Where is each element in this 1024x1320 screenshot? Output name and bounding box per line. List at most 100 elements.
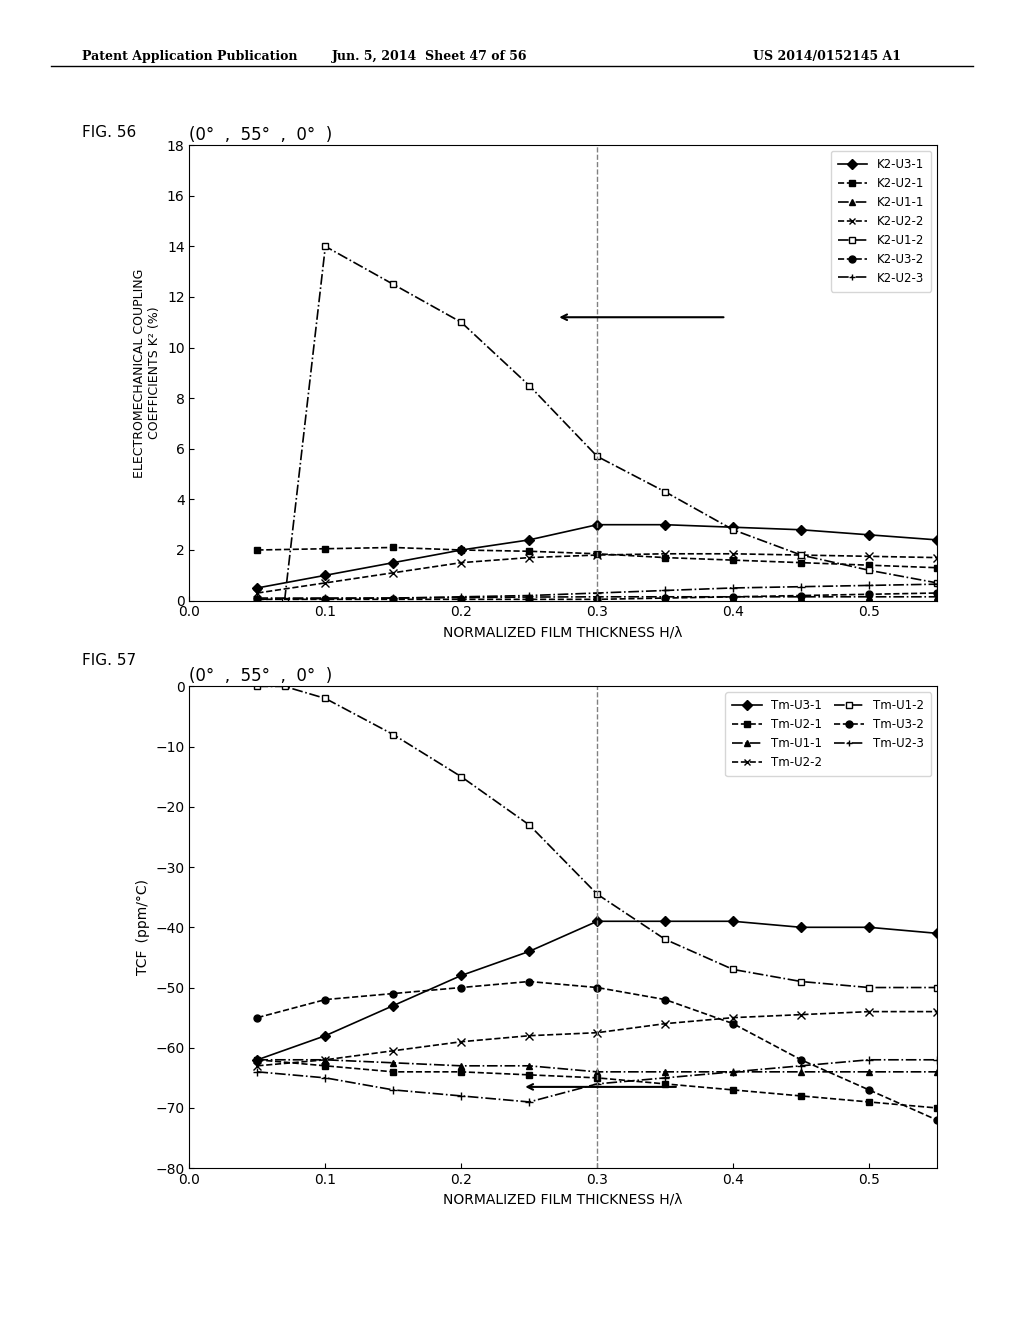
K2-U2-3 — [863, 578, 876, 594]
K2-U2-2 — [455, 554, 467, 570]
Tm-U2-2 — [251, 1057, 263, 1073]
K2-U2-1 — [455, 543, 467, 558]
Line: Tm-U2-2: Tm-U2-2 — [253, 1007, 941, 1071]
K2-U3-2 — [931, 585, 943, 601]
Tm-U2-3 — [387, 1082, 399, 1098]
Line: Tm-U3-2: Tm-U3-2 — [254, 978, 940, 1123]
Tm-U3-2 — [319, 991, 332, 1007]
Tm-U1-1 — [931, 1064, 943, 1080]
K2-U2-1 — [795, 554, 807, 570]
K2-U1-2 — [387, 276, 399, 292]
K2-U3-2 — [387, 591, 399, 607]
K2-U2-3 — [251, 590, 263, 606]
Tm-U2-1 — [931, 1100, 943, 1115]
K2-U3-2 — [251, 591, 263, 607]
Tm-U2-2 — [727, 1010, 739, 1026]
Tm-U2-2 — [523, 1028, 536, 1044]
K2-U3-1 — [387, 554, 399, 570]
Text: FIG. 56: FIG. 56 — [82, 125, 136, 140]
Tm-U3-1 — [591, 913, 603, 929]
K2-U2-1 — [251, 543, 263, 558]
K2-U2-1 — [727, 552, 739, 568]
Tm-U1-2 — [591, 886, 603, 902]
Line: K2-U1-2: K2-U1-2 — [282, 243, 940, 605]
K2-U2-2 — [387, 565, 399, 581]
X-axis label: NORMALIZED FILM THICKNESS H/λ: NORMALIZED FILM THICKNESS H/λ — [443, 624, 683, 639]
Tm-U2-3 — [727, 1064, 739, 1080]
K2-U2-3 — [387, 590, 399, 606]
Tm-U2-1 — [795, 1088, 807, 1104]
Tm-U1-2 — [523, 817, 536, 833]
K2-U3-2 — [727, 589, 739, 605]
K2-U2-1 — [931, 560, 943, 576]
Tm-U2-3 — [659, 1071, 672, 1086]
Tm-U2-1 — [659, 1076, 672, 1092]
K2-U3-1 — [591, 516, 603, 532]
Tm-U2-2 — [863, 1003, 876, 1019]
Line: Tm-U1-1: Tm-U1-1 — [254, 1056, 940, 1076]
Tm-U3-1 — [387, 998, 399, 1014]
Tm-U3-1 — [931, 925, 943, 941]
Tm-U2-1 — [591, 1071, 603, 1086]
Legend: K2-U3-1, K2-U2-1, K2-U1-1, K2-U2-2, K2-U1-2, K2-U3-2, K2-U2-3: K2-U3-1, K2-U2-1, K2-U1-1, K2-U2-2, K2-U… — [830, 150, 931, 292]
K2-U1-2 — [659, 484, 672, 500]
Text: (0°  ,  55°  ,  0°  ): (0° , 55° , 0° ) — [189, 667, 333, 685]
Tm-U1-2 — [659, 932, 672, 948]
Tm-U3-1 — [523, 944, 536, 960]
Tm-U1-2 — [455, 768, 467, 784]
K2-U2-2 — [523, 549, 536, 565]
Text: Jun. 5, 2014  Sheet 47 of 56: Jun. 5, 2014 Sheet 47 of 56 — [333, 50, 527, 63]
K2-U2-1 — [319, 541, 332, 557]
K2-U3-1 — [727, 519, 739, 535]
K2-U2-3 — [659, 582, 672, 598]
Tm-U2-2 — [591, 1024, 603, 1040]
K2-U2-3 — [319, 590, 332, 606]
Tm-U3-1 — [659, 913, 672, 929]
K2-U2-1 — [591, 546, 603, 562]
Legend: Tm-U3-1, Tm-U2-1, Tm-U1-1, Tm-U2-2, Tm-U1-2, Tm-U3-2, Tm-U2-3: Tm-U3-1, Tm-U2-1, Tm-U1-1, Tm-U2-2, Tm-U… — [725, 692, 931, 776]
Tm-U2-3 — [795, 1057, 807, 1073]
Tm-U1-2 — [279, 678, 291, 694]
Tm-U1-2 — [795, 974, 807, 990]
K2-U3-2 — [523, 591, 536, 607]
Line: K2-U3-2: K2-U3-2 — [254, 590, 940, 603]
Text: FIG. 57: FIG. 57 — [82, 653, 136, 668]
Tm-U1-1 — [795, 1064, 807, 1080]
Line: K2-U2-1: K2-U2-1 — [254, 544, 940, 572]
K2-U2-2 — [727, 546, 739, 562]
K2-U3-2 — [659, 590, 672, 606]
Tm-U2-1 — [523, 1067, 536, 1082]
Tm-U3-1 — [727, 913, 739, 929]
Tm-U2-3 — [251, 1064, 263, 1080]
K2-U3-1 — [251, 579, 263, 595]
Tm-U2-3 — [931, 1052, 943, 1068]
K2-U3-1 — [795, 521, 807, 537]
K2-U2-1 — [387, 540, 399, 556]
Tm-U3-1 — [251, 1052, 263, 1068]
K2-U1-2 — [319, 239, 332, 255]
K2-U2-2 — [659, 546, 672, 562]
K2-U1-2 — [863, 562, 876, 578]
K2-U2-2 — [319, 576, 332, 591]
Tm-U1-2 — [863, 979, 876, 995]
Tm-U1-1 — [727, 1064, 739, 1080]
K2-U1-1 — [863, 589, 876, 605]
Tm-U2-3 — [455, 1088, 467, 1104]
K2-U2-2 — [931, 549, 943, 565]
K2-U3-2 — [863, 586, 876, 602]
K2-U1-1 — [319, 590, 332, 606]
K2-U3-2 — [455, 591, 467, 607]
K2-U3-1 — [659, 516, 672, 532]
K2-U1-1 — [387, 590, 399, 606]
Tm-U1-2 — [319, 690, 332, 706]
Tm-U2-3 — [591, 1076, 603, 1092]
Tm-U2-3 — [319, 1071, 332, 1086]
K2-U1-2 — [523, 378, 536, 393]
Text: (0°  ,  55°  ,  0°  ): (0° , 55° , 0° ) — [189, 125, 333, 144]
K2-U2-3 — [931, 577, 943, 593]
K2-U2-2 — [251, 585, 263, 601]
Tm-U2-1 — [319, 1057, 332, 1073]
K2-U1-2 — [727, 521, 739, 537]
Line: K2-U3-1: K2-U3-1 — [254, 521, 940, 591]
K2-U3-1 — [455, 543, 467, 558]
